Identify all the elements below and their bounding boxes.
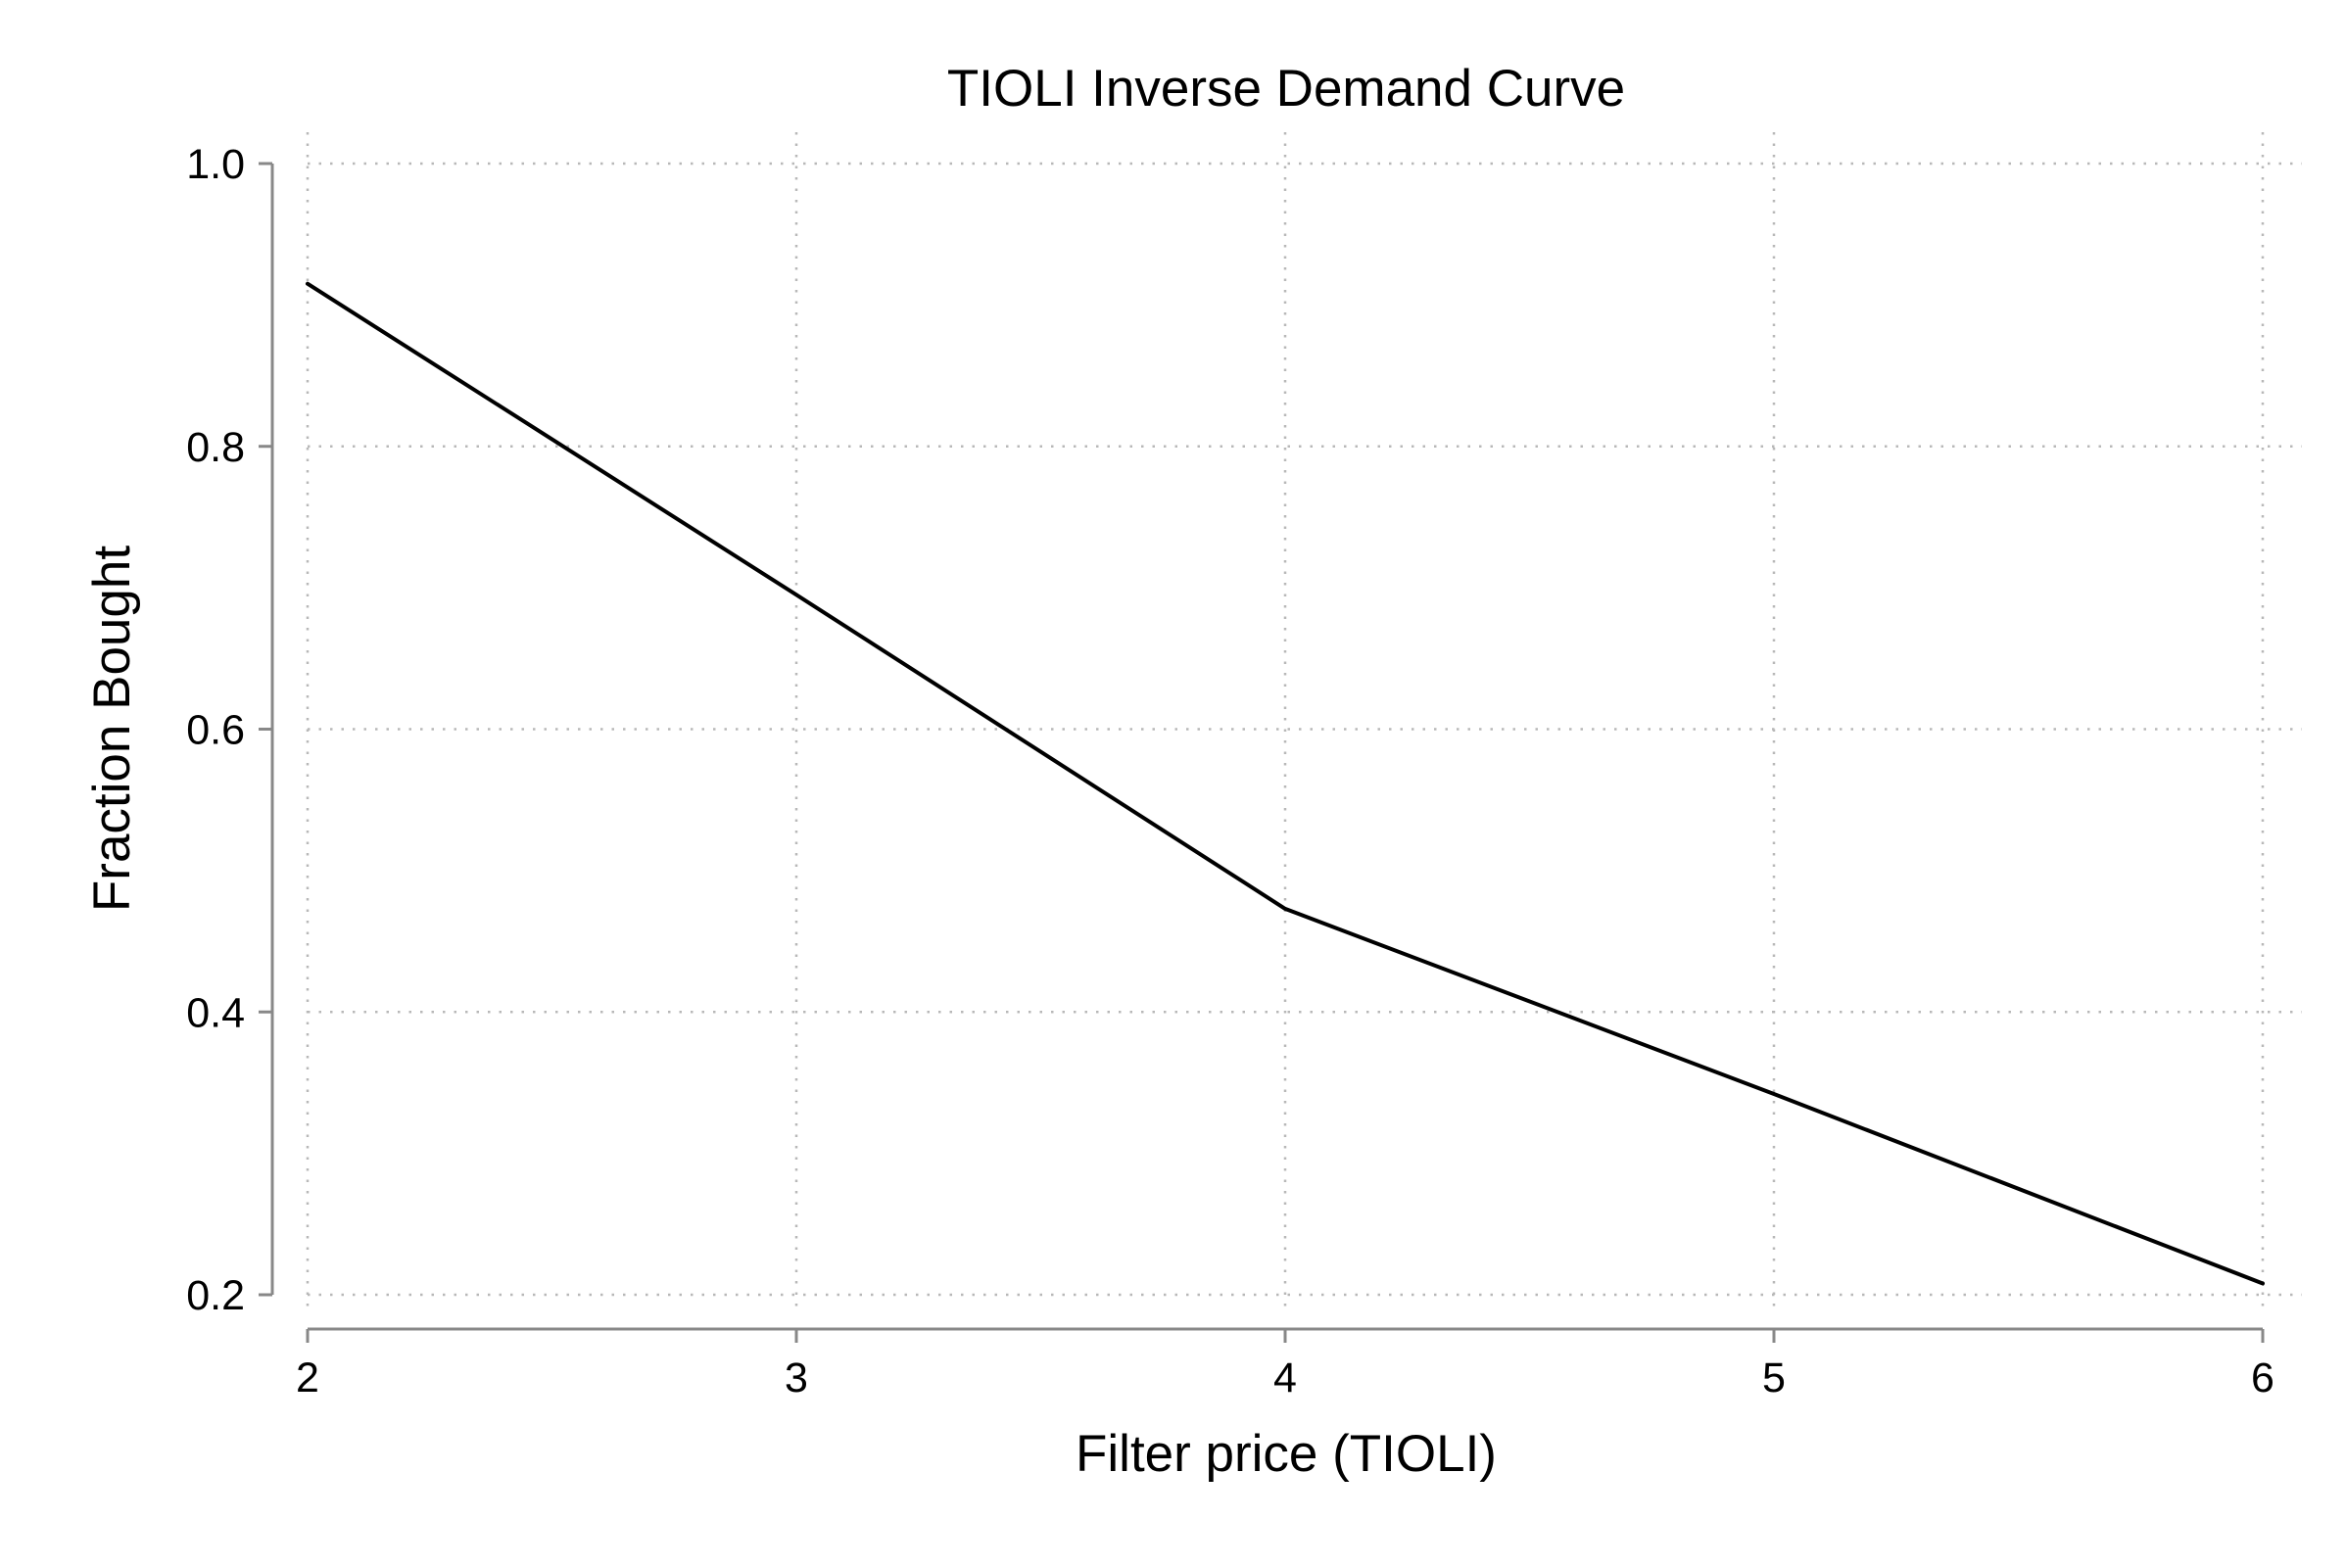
x-tick-label: 2 bbox=[296, 1354, 319, 1402]
x-tick-label: 3 bbox=[785, 1354, 808, 1402]
x-tick-label: 5 bbox=[1762, 1354, 1786, 1402]
chart-title: TIOLI Inverse Demand Curve bbox=[947, 60, 1625, 118]
y-tick-label: 0.2 bbox=[186, 1272, 245, 1319]
y-tick-label: 0.8 bbox=[186, 424, 245, 471]
y-axis-title: Fraction Bought bbox=[83, 546, 141, 912]
x-tick-label: 4 bbox=[1273, 1354, 1297, 1402]
x-axis-title: Filter price (TIOLI) bbox=[1076, 1425, 1497, 1483]
y-tick-label: 0.6 bbox=[186, 707, 245, 754]
y-tick-label: 0.4 bbox=[186, 989, 245, 1036]
y-tick-label: 1.0 bbox=[186, 141, 245, 188]
x-tick-label: 6 bbox=[2251, 1354, 2274, 1402]
